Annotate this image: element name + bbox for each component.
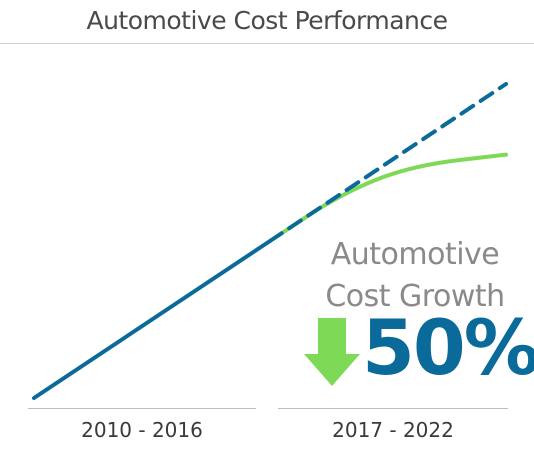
title-divider	[0, 43, 534, 44]
period-label-2: 2017 - 2022	[332, 418, 454, 442]
cost-growth-value: 50%	[362, 303, 534, 392]
series-line-projected	[268, 82, 508, 243]
annotation-line-1: Automotive	[330, 237, 500, 272]
period-divider-1	[28, 408, 256, 409]
series-line-historical	[32, 239, 272, 400]
period-divider-2	[278, 408, 508, 409]
series-line-actual	[268, 152, 508, 243]
annotation-line-2: Cost Growth	[325, 279, 505, 314]
period-label-1: 2010 - 2016	[81, 418, 203, 442]
down-arrow-icon	[304, 318, 360, 386]
chart-title: Automotive Cost Performance	[86, 6, 448, 35]
